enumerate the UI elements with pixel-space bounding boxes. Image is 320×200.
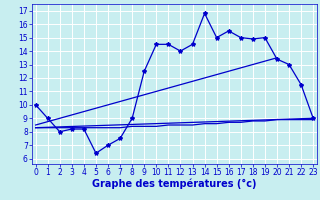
X-axis label: Graphe des températures (°c): Graphe des températures (°c): [92, 179, 257, 189]
